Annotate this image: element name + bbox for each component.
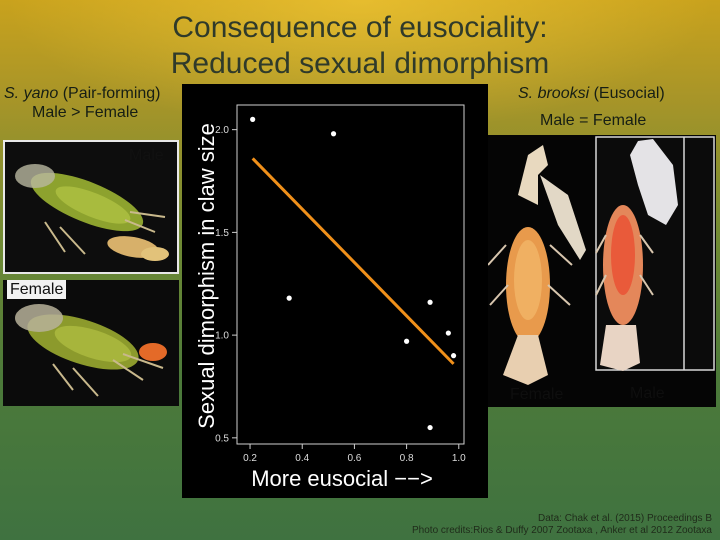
data-point <box>286 295 292 301</box>
male-shrimp-illustration <box>5 142 177 272</box>
data-point <box>450 353 457 359</box>
brooksi-shrimp-illustration <box>488 135 716 407</box>
data-point <box>403 338 410 344</box>
y-tick-label: 0.5 <box>215 433 229 444</box>
data-point <box>427 424 433 431</box>
y-tick-label: 1.5 <box>215 228 229 239</box>
scatter-plot-panel: 0.2 0.4 0.6 0.8 1.0 0.5 1.0 1.5 2.0 More eusoci… <box>182 84 488 498</box>
right-species-social: (Eusocial) <box>589 85 665 102</box>
trend-line <box>251 157 455 365</box>
left-species-name: S. yano <box>4 85 59 102</box>
y-tick-label: 1.0 <box>215 331 229 342</box>
right-species-comparison: Male = Female <box>540 112 647 129</box>
brooksi-photo <box>488 135 716 407</box>
scatter-plot: 0.2 0.4 0.6 0.8 1.0 0.5 1.0 1.5 2.0 More eusoci… <box>194 104 466 491</box>
left-species-heading: S. yano (Pair-forming) <box>4 84 161 103</box>
data-point <box>250 116 256 122</box>
x-tick-label: 0.6 <box>347 453 361 464</box>
female-shrimp-illustration <box>3 280 179 406</box>
right-female-label: Female <box>510 386 564 403</box>
data-point <box>445 330 451 336</box>
data-point <box>330 131 337 137</box>
y-axis-label: Sexual dimorphism in claw size <box>194 123 219 429</box>
left-species-social: (Pair-forming) <box>58 85 161 102</box>
data-credit: Data: Chak et al. (2015) Proceedings B <box>538 513 712 524</box>
left-species-comparison: Male > Female <box>32 104 139 121</box>
slide-title: Consequence of eusociality: Reduced sexu… <box>0 10 720 82</box>
x-tick-label: 0.8 <box>400 453 414 464</box>
credits: Data: Chak et al. (2015) Proceedings B P… <box>412 513 712 537</box>
x-tick-label: 0.2 <box>243 453 257 464</box>
x-axis-label: More eusocial −−> <box>251 466 433 491</box>
data-point <box>427 299 433 305</box>
title-line-2: Reduced sexual dimorphism <box>170 47 550 80</box>
female-yano-photo: Female <box>3 280 179 406</box>
right-species-heading: S. brooksi (Eusocial) <box>518 84 665 103</box>
photo-credit: Photo credits:Rios & Duffy 2007 Zootaxa … <box>412 525 712 536</box>
left-male-label: Male <box>129 147 164 164</box>
right-male-label: Male <box>630 385 665 402</box>
title-line-1: Consequence of eusociality: <box>172 11 548 44</box>
x-tick-label: 1.0 <box>452 453 466 464</box>
male-yano-photo: Male <box>3 140 179 274</box>
plot-frame <box>236 104 465 445</box>
y-tick-label: 2.0 <box>215 125 229 136</box>
right-species-name: S. brooksi <box>518 85 590 102</box>
left-female-label: Female <box>7 280 67 299</box>
x-tick-label: 0.4 <box>295 453 309 464</box>
